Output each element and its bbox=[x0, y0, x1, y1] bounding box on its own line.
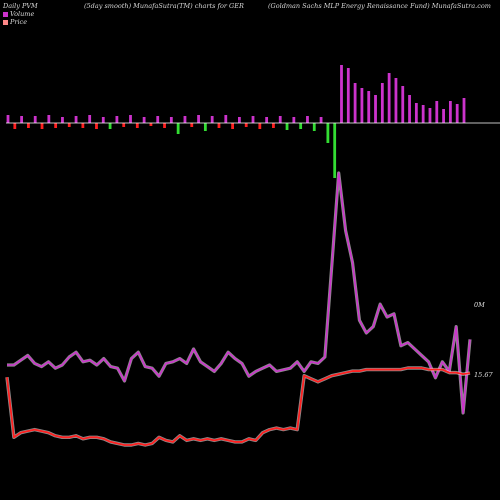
volume-bar bbox=[27, 123, 30, 128]
volume-bar bbox=[88, 115, 92, 123]
volume-bar bbox=[115, 116, 119, 123]
volume-bar bbox=[163, 123, 166, 128]
chart-name-label: Daily PVM bbox=[3, 2, 38, 10]
chart-subtitle: (Goldman Sachs MLP Energy Renaissance Fu… bbox=[268, 2, 491, 10]
volume-bar bbox=[353, 83, 357, 123]
price-line bbox=[6, 367, 471, 446]
legend-volume-swatch bbox=[3, 11, 8, 17]
volume-bar bbox=[142, 117, 146, 123]
volume-bar bbox=[408, 95, 411, 123]
volume-bars bbox=[6, 65, 466, 178]
volume-bar bbox=[122, 123, 126, 127]
volume-bar bbox=[312, 123, 316, 131]
volume-bar bbox=[183, 116, 187, 123]
volume-bar bbox=[67, 123, 71, 127]
volume-bar bbox=[54, 123, 58, 128]
volume-bar bbox=[360, 88, 364, 123]
volume-bar bbox=[299, 123, 303, 129]
volume-bar bbox=[129, 115, 132, 123]
volume-bar bbox=[95, 123, 98, 129]
volume-bar bbox=[292, 117, 296, 123]
legend-price-label: Price bbox=[10, 18, 28, 26]
volume-bar bbox=[442, 109, 445, 123]
chart-title: (5day smooth) MunafaSutra(TM) charts for… bbox=[84, 2, 244, 10]
volume-bar bbox=[231, 123, 234, 129]
volume-bar bbox=[61, 117, 64, 123]
volume-bar bbox=[306, 116, 309, 123]
volume-bar bbox=[156, 116, 160, 123]
volume-bar bbox=[176, 123, 180, 134]
volume-bar bbox=[455, 104, 459, 123]
volume-bar bbox=[203, 123, 207, 131]
volume-bar bbox=[47, 115, 51, 123]
volume-bar bbox=[374, 95, 377, 123]
volume-bar bbox=[462, 98, 466, 123]
volume-bar bbox=[244, 123, 248, 127]
volume-bar bbox=[346, 68, 350, 123]
volume-bar bbox=[101, 117, 105, 123]
volume-bar bbox=[394, 78, 398, 123]
volume-bar bbox=[448, 101, 452, 123]
volume-bar bbox=[421, 105, 425, 123]
volume-bar bbox=[319, 117, 323, 123]
volume-bar bbox=[81, 123, 85, 128]
volume-bar bbox=[435, 101, 439, 123]
volume-bar bbox=[428, 108, 432, 123]
volume-bar bbox=[224, 115, 228, 123]
legend-volume-label: Volume bbox=[10, 10, 35, 18]
volume-bar bbox=[380, 83, 384, 123]
legend-volume: Volume bbox=[3, 10, 34, 18]
legend-price: Price bbox=[3, 18, 27, 26]
volume-bar bbox=[33, 116, 37, 123]
price-end-label: 15.67 bbox=[474, 371, 493, 379]
volume-bar bbox=[169, 117, 173, 123]
volume-bar bbox=[210, 116, 214, 123]
volume-bar bbox=[149, 123, 153, 126]
legend-price-swatch bbox=[3, 19, 8, 25]
volume-bar bbox=[333, 123, 337, 178]
volume-line bbox=[7, 172, 471, 414]
volume-bar bbox=[340, 65, 343, 123]
volume-bar bbox=[258, 123, 262, 129]
volume-bar bbox=[251, 116, 255, 123]
volume-bar bbox=[135, 123, 139, 128]
volume-end-label: 0M bbox=[474, 301, 485, 309]
volume-bar bbox=[265, 117, 269, 123]
volume-bar bbox=[20, 116, 24, 123]
volume-bar bbox=[401, 86, 405, 123]
volume-bar bbox=[13, 123, 17, 129]
volume-bar bbox=[217, 123, 221, 128]
volume-bar bbox=[414, 103, 418, 123]
volume-bar bbox=[197, 115, 200, 123]
volume-bar bbox=[6, 115, 10, 123]
volume-bar bbox=[285, 123, 289, 130]
volume-bar bbox=[238, 117, 241, 123]
volume-bar bbox=[40, 123, 44, 129]
volume-bar bbox=[74, 116, 78, 123]
volume-bar bbox=[272, 123, 275, 128]
volume-bar bbox=[387, 73, 391, 123]
volume-bar bbox=[190, 123, 194, 127]
series-lines bbox=[5, 171, 472, 447]
volume-bar bbox=[326, 123, 330, 143]
volume-bar bbox=[278, 116, 282, 123]
volume-bar bbox=[108, 123, 112, 129]
volume-bar bbox=[367, 91, 371, 123]
